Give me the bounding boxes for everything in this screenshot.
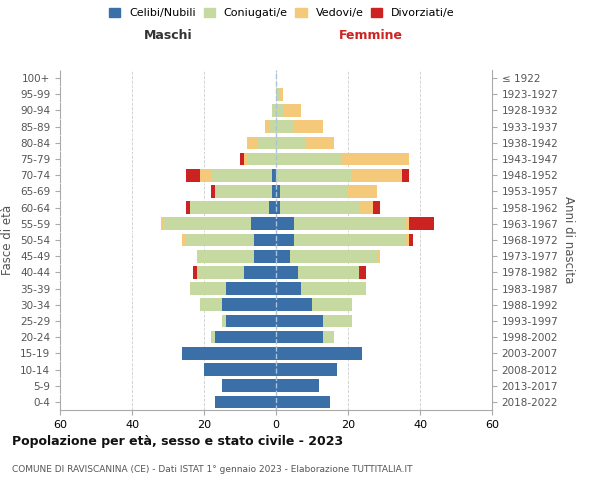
Bar	[211, 331, 215, 344]
Bar	[222, 380, 276, 392]
Bar	[186, 234, 254, 246]
Bar	[211, 169, 272, 181]
Bar	[323, 331, 334, 344]
Bar	[359, 202, 373, 214]
Bar	[283, 104, 301, 117]
Bar	[211, 185, 215, 198]
Text: COMUNE DI RAVISCANINA (CE) - Dati ISTAT 1° gennaio 2023 - Elaborazione TUTTITALI: COMUNE DI RAVISCANINA (CE) - Dati ISTAT …	[12, 465, 413, 474]
Bar	[258, 136, 276, 149]
Bar	[276, 152, 341, 166]
Bar	[352, 169, 402, 181]
Bar	[186, 202, 190, 214]
Bar	[276, 104, 283, 117]
Bar	[197, 250, 254, 262]
Bar	[341, 152, 409, 166]
Bar	[272, 169, 276, 181]
Bar	[193, 266, 197, 278]
Bar	[276, 202, 280, 214]
Bar	[406, 234, 409, 246]
Bar	[276, 88, 280, 101]
Bar	[276, 331, 323, 344]
Bar	[276, 380, 319, 392]
Bar	[409, 234, 413, 246]
Bar	[247, 136, 258, 149]
Bar	[226, 282, 276, 295]
Bar	[244, 266, 276, 278]
Bar	[276, 314, 323, 328]
Bar	[182, 234, 186, 246]
Bar	[190, 202, 269, 214]
Bar	[222, 298, 276, 311]
Bar	[215, 331, 276, 344]
Bar	[164, 218, 251, 230]
Bar	[294, 234, 406, 246]
Bar	[251, 218, 276, 230]
Legend: Celibi/Nubili, Coniugati/e, Vedovi/e, Divorziati/e: Celibi/Nubili, Coniugati/e, Vedovi/e, Di…	[107, 6, 457, 20]
Bar	[200, 169, 211, 181]
Bar	[406, 218, 409, 230]
Bar	[226, 314, 276, 328]
Bar	[269, 120, 276, 133]
Y-axis label: Anni di nascita: Anni di nascita	[562, 196, 575, 284]
Bar	[323, 314, 352, 328]
Bar	[276, 396, 330, 408]
Bar	[276, 250, 290, 262]
Bar	[280, 88, 283, 101]
Bar	[204, 363, 276, 376]
Bar	[298, 266, 359, 278]
Bar	[269, 202, 276, 214]
Bar	[280, 202, 359, 214]
Bar	[265, 120, 269, 133]
Bar	[377, 250, 380, 262]
Bar	[215, 185, 272, 198]
Bar	[240, 152, 244, 166]
Bar	[402, 169, 409, 181]
Bar	[272, 185, 276, 198]
Bar	[359, 266, 366, 278]
Bar	[312, 298, 352, 311]
Bar	[305, 136, 334, 149]
Bar	[215, 396, 276, 408]
Bar	[276, 185, 280, 198]
Bar	[182, 347, 276, 360]
Bar	[276, 363, 337, 376]
Bar	[409, 218, 434, 230]
Bar	[272, 104, 276, 117]
Bar	[373, 202, 380, 214]
Bar	[290, 250, 377, 262]
Bar	[276, 347, 362, 360]
Bar	[276, 266, 298, 278]
Text: Maschi: Maschi	[143, 30, 193, 43]
Bar	[348, 185, 377, 198]
Bar	[222, 314, 226, 328]
Bar	[254, 234, 276, 246]
Y-axis label: Fasce di età: Fasce di età	[1, 205, 14, 275]
Bar	[200, 298, 222, 311]
Bar	[301, 282, 366, 295]
Text: Popolazione per età, sesso e stato civile - 2023: Popolazione per età, sesso e stato civil…	[12, 435, 343, 448]
Bar	[244, 152, 247, 166]
Bar	[276, 298, 312, 311]
Bar	[294, 120, 323, 133]
Bar	[276, 120, 294, 133]
Bar	[247, 152, 276, 166]
Bar	[190, 282, 226, 295]
Bar	[276, 136, 305, 149]
Bar	[276, 234, 294, 246]
Bar	[254, 250, 276, 262]
Bar	[186, 169, 200, 181]
Bar	[294, 218, 406, 230]
Bar	[197, 266, 244, 278]
Bar	[276, 282, 301, 295]
Bar	[161, 218, 164, 230]
Bar	[276, 218, 294, 230]
Bar	[280, 185, 348, 198]
Bar	[276, 169, 352, 181]
Text: Femmine: Femmine	[339, 30, 403, 43]
